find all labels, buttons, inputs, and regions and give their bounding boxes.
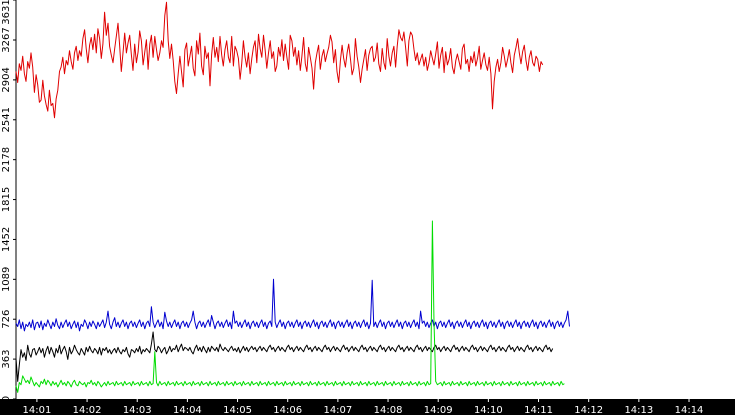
x-tick-label: 14:06 (273, 405, 302, 415)
x-tick-label: 14:07 (323, 405, 352, 415)
y-tick-label: 363 (1, 350, 12, 369)
x-tick-label: 14:13 (624, 405, 653, 415)
x-tick-label: 14:05 (223, 405, 252, 415)
y-tick-label: 1815 (1, 187, 12, 212)
series-line-0 (15, 1, 544, 119)
y-tick-label: 3267 (1, 27, 12, 52)
series-line-3 (15, 220, 565, 393)
x-tick-label: 14:12 (574, 405, 603, 415)
x-tick-label: 14:04 (173, 405, 202, 415)
y-tick-label: 726 (1, 310, 12, 329)
series-group (15, 1, 570, 393)
y-tick-label: 2541 (1, 107, 12, 132)
x-tick-label: 14:01 (22, 405, 51, 415)
x-tick-label: 14:03 (123, 405, 152, 415)
y-tick-label: 1089 (1, 267, 12, 292)
series-line-2 (15, 331, 554, 382)
x-tick-label: 14:02 (73, 405, 102, 415)
x-tick-label: 14:10 (474, 405, 503, 415)
y-tick-label: 1452 (1, 227, 12, 252)
x-tick-label: 14:08 (374, 405, 403, 415)
x-tick-label: 14:09 (424, 405, 453, 415)
x-tick-label: 14:11 (524, 405, 553, 415)
y-tick-label: 3631 (1, 0, 12, 25)
y-tick-label: 2178 (1, 147, 12, 172)
y-tick-label: 2904 (1, 67, 12, 92)
series-line-1 (15, 278, 570, 332)
x-axis-band (0, 399, 735, 415)
x-axis: 14:01 14:02 14:03 14:04 14:05 14:06 14:07 14:08… (22, 399, 703, 415)
x-tick-label: 14:14 (675, 405, 704, 415)
